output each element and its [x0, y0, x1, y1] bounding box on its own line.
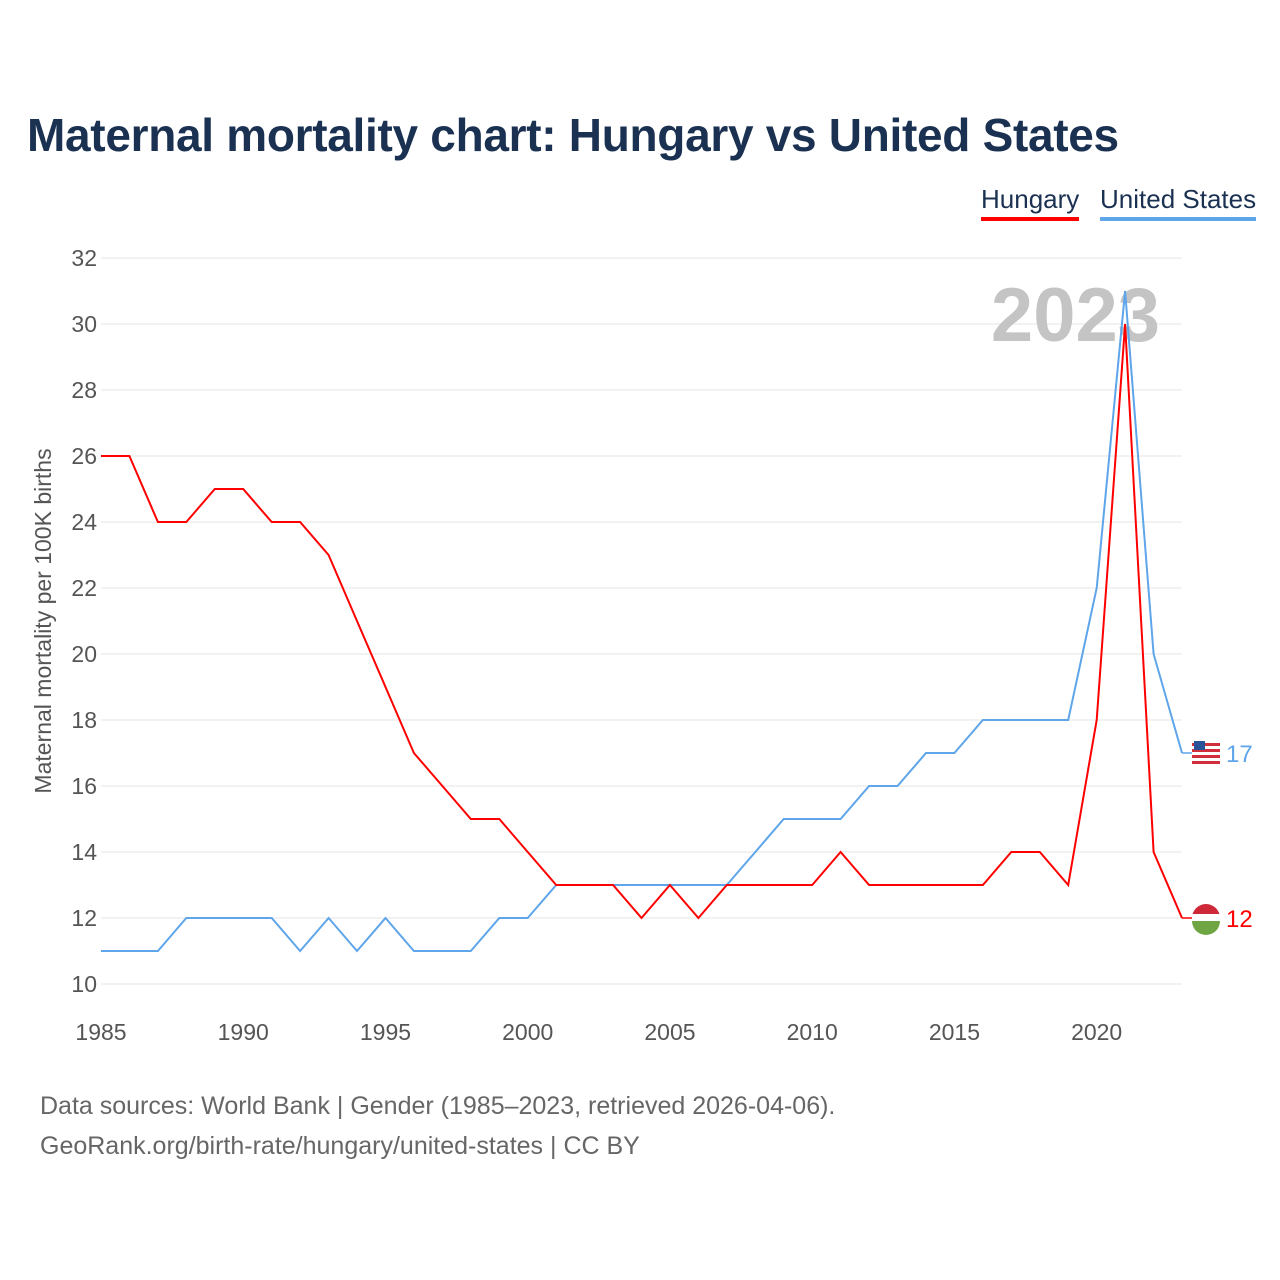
us-flag-icon	[1192, 761, 1220, 764]
page-title: Maternal mortality chart: Hungary vs Uni…	[27, 109, 1119, 161]
x-tick-label: 2000	[502, 1019, 553, 1045]
hungary-flag-icon	[1192, 914, 1220, 922]
footer: Data sources: World Bank | Gender (1985–…	[40, 1086, 835, 1166]
end-value-label: 17	[1226, 741, 1253, 768]
y-tick-label: 18	[71, 707, 97, 733]
series-line-hungary	[101, 323, 1183, 920]
y-tick-label: 26	[71, 443, 97, 469]
y-tick-label: 28	[71, 377, 97, 403]
y-axis-label: Maternal mortality per 100K births	[30, 448, 56, 793]
footer-link[interactable]: GeoRank.org/birth-rate/hungary/united-st…	[40, 1132, 640, 1160]
legend-united-states[interactable]: United States	[1100, 184, 1257, 221]
y-tick-label: 20	[71, 641, 97, 667]
us-flag-icon	[1192, 755, 1220, 758]
us-flag-icon	[1192, 749, 1220, 752]
x-tick-label: 2015	[929, 1019, 980, 1045]
us-flag-icon	[1194, 741, 1205, 750]
y-tick-label: 32	[71, 245, 97, 271]
hungary-flag-icon	[1192, 921, 1220, 935]
y-tick-label: 24	[71, 509, 97, 535]
year-watermark: 2023	[991, 273, 1160, 358]
x-tick-label: 1995	[360, 1019, 411, 1045]
y-tick-label: 14	[71, 839, 97, 865]
y-tick-label: 12	[71, 905, 97, 931]
y-tick-label: 22	[71, 575, 97, 601]
x-tick-label: 2010	[787, 1019, 838, 1045]
x-tick-label: 1985	[75, 1019, 126, 1045]
y-tick-label: 30	[71, 311, 97, 337]
footer-sources: Data sources: World Bank | Gender (1985–…	[40, 1092, 836, 1120]
end-value-label: 12	[1226, 906, 1253, 933]
legend-hungary[interactable]: Hungary	[981, 184, 1080, 221]
x-tick-label: 2005	[644, 1019, 695, 1045]
x-tick-label: 2020	[1071, 1019, 1122, 1045]
series-line-united-states	[101, 290, 1183, 953]
x-tick-label: 1990	[218, 1019, 269, 1045]
us-flag-icon	[1192, 743, 1220, 746]
y-tick-label: 10	[71, 971, 97, 997]
y-tick-label: 16	[71, 773, 97, 799]
